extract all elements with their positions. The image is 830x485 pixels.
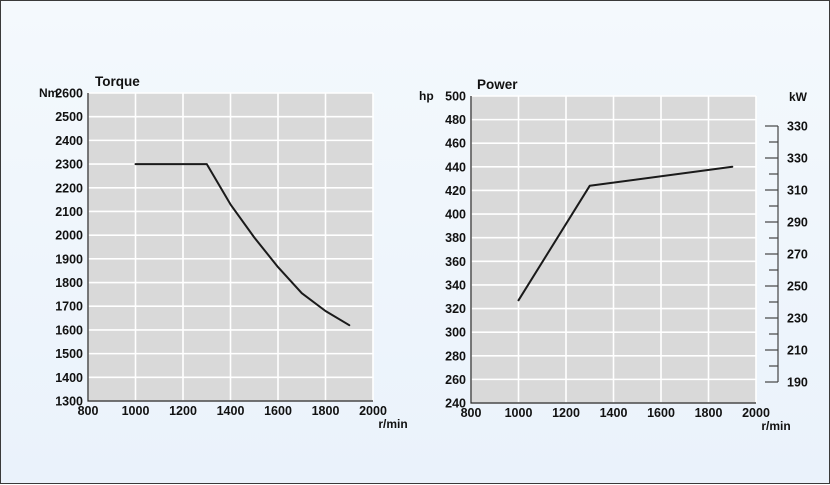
- chart-title: Torque: [95, 74, 140, 89]
- y-tick-label: 1700: [55, 300, 83, 314]
- y-tick-label: 340: [445, 278, 466, 292]
- y-tick-label: 2300: [55, 158, 83, 172]
- secondary-tick-label: 270: [787, 248, 808, 262]
- x-tick-label: 1800: [312, 404, 340, 418]
- y-tick-label: 500: [445, 90, 466, 104]
- secondary-axis-label: kW: [789, 90, 808, 104]
- chart-1: 800 1000 1200 1400 1600 1800 2000 240 260 280 300 3…: [419, 77, 808, 433]
- y-tick-label: 1400: [55, 371, 83, 385]
- x-axis-label: r/min: [378, 417, 407, 431]
- y-tick-label: 2400: [55, 134, 83, 148]
- secondary-tick-label: 310: [787, 184, 808, 198]
- y-tick-label: 380: [445, 231, 466, 245]
- y-tick-label: 1300: [55, 395, 83, 409]
- y-tick-label: 420: [445, 184, 466, 198]
- y-tick-label: 1600: [55, 323, 83, 337]
- y-axis-label: hp: [419, 89, 434, 103]
- y-tick-label: 280: [445, 349, 466, 363]
- x-tick-label: 2000: [359, 404, 387, 418]
- y-axis-label: Nm: [39, 86, 58, 100]
- x-tick-label: 1000: [505, 406, 533, 420]
- y-tick-label: 260: [445, 373, 466, 387]
- secondary-tick-label: 210: [787, 344, 808, 358]
- chart-title: Power: [477, 77, 518, 92]
- series-line: [517, 165, 734, 302]
- y-tick-label: 360: [445, 255, 466, 269]
- secondary-tick-label: 250: [787, 280, 808, 294]
- y-tick-label: 320: [445, 302, 466, 316]
- x-tick-label: 1400: [600, 406, 628, 420]
- y-tick-label: 1800: [55, 276, 83, 290]
- axis-lines: [87, 93, 373, 402]
- y-tick-label: 2100: [55, 205, 83, 219]
- x-tick-label: 1800: [695, 406, 723, 420]
- chart-0: 800 1000 1200 1400 1600 1800 2000 1300 1400 1500 1…: [39, 74, 408, 431]
- x-tick-label: 1600: [264, 404, 292, 418]
- secondary-tick-label: 330: [787, 120, 808, 134]
- x-tick-label: 2000: [742, 406, 770, 420]
- y-tick-label: 2200: [55, 181, 83, 195]
- x-axis-label: r/min: [761, 419, 790, 433]
- x-tick-label: 800: [78, 404, 99, 418]
- y-tick-label: 1500: [55, 347, 83, 361]
- secondary-tick-label: 190: [787, 376, 808, 390]
- secondary-tick-label: 290: [787, 216, 808, 230]
- x-tick-label: 1200: [169, 404, 197, 418]
- series-line: [134, 163, 351, 327]
- y-tick-label: 2600: [55, 87, 83, 101]
- secondary-tick-label: 330: [787, 152, 808, 166]
- y-tick-label: 2000: [55, 229, 83, 243]
- y-tick-label: 300: [445, 326, 466, 340]
- secondary-tick-label: 230: [787, 312, 808, 326]
- x-tick-label: 1000: [122, 404, 150, 418]
- x-tick-label: 1400: [217, 404, 245, 418]
- y-tick-label: 480: [445, 113, 466, 127]
- x-tick-label: 1600: [647, 406, 675, 420]
- x-tick-label: 1200: [552, 406, 580, 420]
- axis-lines: [470, 96, 756, 404]
- y-tick-label: 2500: [55, 110, 83, 124]
- y-tick-label: 400: [445, 208, 466, 222]
- y-tick-label: 460: [445, 137, 466, 151]
- y-tick-label: 240: [445, 397, 466, 411]
- x-tick-label: 800: [461, 406, 482, 420]
- y-tick-label: 1900: [55, 252, 83, 266]
- y-tick-label: 440: [445, 160, 466, 174]
